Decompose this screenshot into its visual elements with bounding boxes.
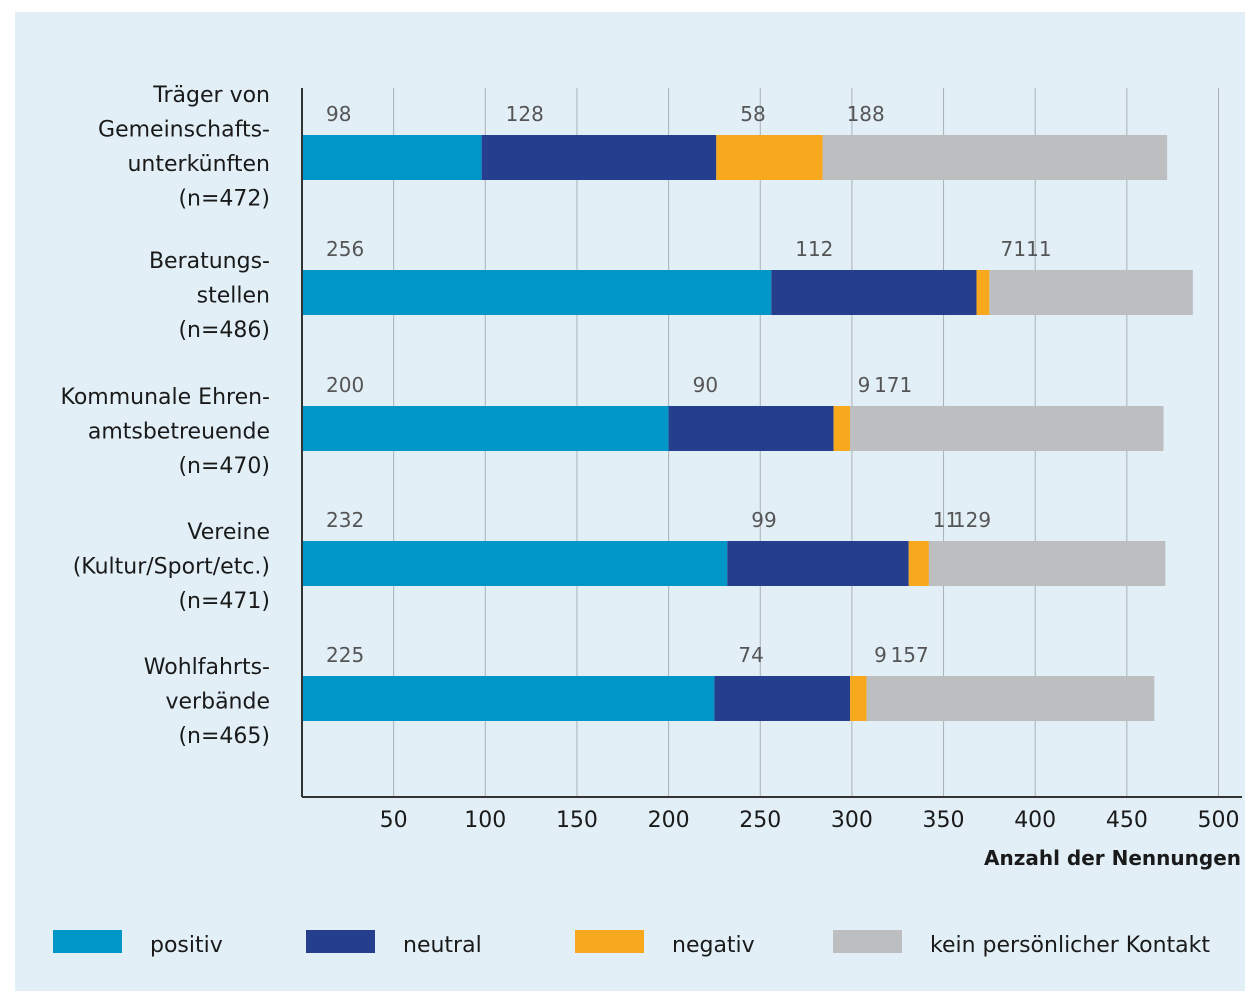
bar-segment-negativ	[716, 135, 823, 180]
category-label-line: Träger von	[152, 83, 270, 108]
category-label-line: (n=465)	[178, 724, 270, 749]
category-labels: Träger von Gemeinschafts-unterkünften (n=4…	[61, 83, 270, 749]
legend-label: kein persönlicher Kontakt	[930, 933, 1210, 958]
data-label: 232	[326, 508, 364, 532]
data-label: 200	[326, 373, 364, 397]
data-label: 171	[874, 373, 912, 397]
bar-segment-neutral	[771, 270, 977, 315]
category-label-line: (n=470)	[178, 454, 270, 479]
bar-segment-neutral	[714, 676, 851, 721]
x-tick-label: 200	[648, 808, 690, 833]
bar-segment-positiv	[302, 406, 669, 451]
bar-segment-kein-persönlicher-kontakt	[850, 406, 1164, 451]
bar-segment-positiv	[302, 541, 728, 586]
category-label: Kommunale Ehren-amtsbetreuende (n=470)	[61, 385, 270, 479]
x-tick-label: 500	[1198, 808, 1240, 833]
category-label: Träger von Gemeinschafts-unterkünften (n=4…	[98, 83, 270, 212]
legend-label: negativ	[672, 933, 755, 958]
data-label: 9	[874, 643, 887, 667]
data-label: 112	[795, 237, 833, 261]
data-label: 90	[693, 373, 718, 397]
bar-segment-negativ	[850, 676, 867, 721]
bar-segment-neutral	[727, 541, 909, 586]
bar-segment-negativ	[833, 406, 851, 451]
data-label: 99	[751, 508, 776, 532]
x-tick-label: 150	[556, 808, 598, 833]
category-label: Beratungs-stellen (n=486)	[149, 249, 270, 343]
bar-segment-positiv	[302, 135, 482, 180]
bar-segment-negativ	[976, 270, 990, 315]
data-label: 98	[326, 102, 351, 126]
category-label-line: (n=486)	[178, 318, 270, 343]
legend-swatch	[306, 930, 375, 953]
category-label-line: Kommunale Ehren-	[61, 385, 270, 410]
data-label: 157	[891, 643, 929, 667]
bar-segment-kein-persönlicher-kontakt	[989, 270, 1193, 315]
x-tick-label: 50	[380, 808, 408, 833]
category-label-line: Vereine	[187, 520, 270, 545]
category-label: Vereine (Kultur/Sport/etc.) (n=471)	[73, 520, 270, 614]
data-label: 11	[933, 508, 958, 532]
legend-swatch	[575, 930, 644, 953]
category-label-line: Wohlfahrts-	[144, 655, 270, 680]
category-label-line: unterkünften	[127, 152, 270, 177]
bar-segment-neutral	[668, 406, 834, 451]
legend-swatch	[53, 930, 122, 953]
x-tick-label: 100	[464, 808, 506, 833]
legend-label: positiv	[150, 933, 223, 958]
legend: positiv neutral negativ kein persönlicher K…	[53, 930, 1210, 958]
category-label-line: stellen	[197, 284, 270, 309]
data-label: 188	[847, 102, 885, 126]
bar-segment-kein-persönlicher-kontakt	[928, 541, 1166, 586]
data-label: 7	[1001, 237, 1014, 261]
x-tick-label: 250	[739, 808, 781, 833]
data-label: 256	[326, 237, 364, 261]
data-label: 128	[506, 102, 544, 126]
data-label: 129	[953, 508, 991, 532]
x-tick-label: 450	[1106, 808, 1148, 833]
data-label: 58	[740, 102, 765, 126]
x-tick-label: 350	[923, 808, 965, 833]
x-tick-label: 300	[831, 808, 873, 833]
category-label-line: (n=472)	[178, 187, 270, 212]
category-label-line: amtsbetreuende	[88, 420, 270, 445]
bar-segment-positiv	[302, 676, 715, 721]
category-label-line: Beratungs-	[149, 249, 270, 274]
category-label-line: Gemeinschafts-	[98, 118, 270, 143]
x-tick-label: 400	[1014, 808, 1056, 833]
legend-label: neutral	[403, 933, 482, 958]
x-axis-title: Anzahl der Nennungen	[984, 846, 1241, 870]
data-label: 9	[858, 373, 871, 397]
bar-segment-kein-persönlicher-kontakt	[866, 676, 1155, 721]
category-label-line: verbände	[166, 690, 271, 715]
data-label: 74	[738, 643, 763, 667]
bar-segment-neutral	[481, 135, 717, 180]
bar-segment-negativ	[908, 541, 929, 586]
category-label: Wohlfahrts-verbände (n=465)	[144, 655, 270, 749]
category-label-line: (Kultur/Sport/etc.)	[73, 555, 270, 580]
axes	[301, 88, 1242, 798]
data-label: 225	[326, 643, 364, 667]
x-tick-labels: 50 100 150 200 250 300 350 400 450 500	[380, 808, 1240, 833]
bar-segment-kein-persönlicher-kontakt	[822, 135, 1168, 180]
category-label-line: (n=471)	[178, 589, 270, 614]
bars	[302, 135, 1193, 721]
bar-segment-positiv	[302, 270, 772, 315]
legend-swatch	[833, 930, 902, 953]
data-label: 111	[1013, 237, 1051, 261]
